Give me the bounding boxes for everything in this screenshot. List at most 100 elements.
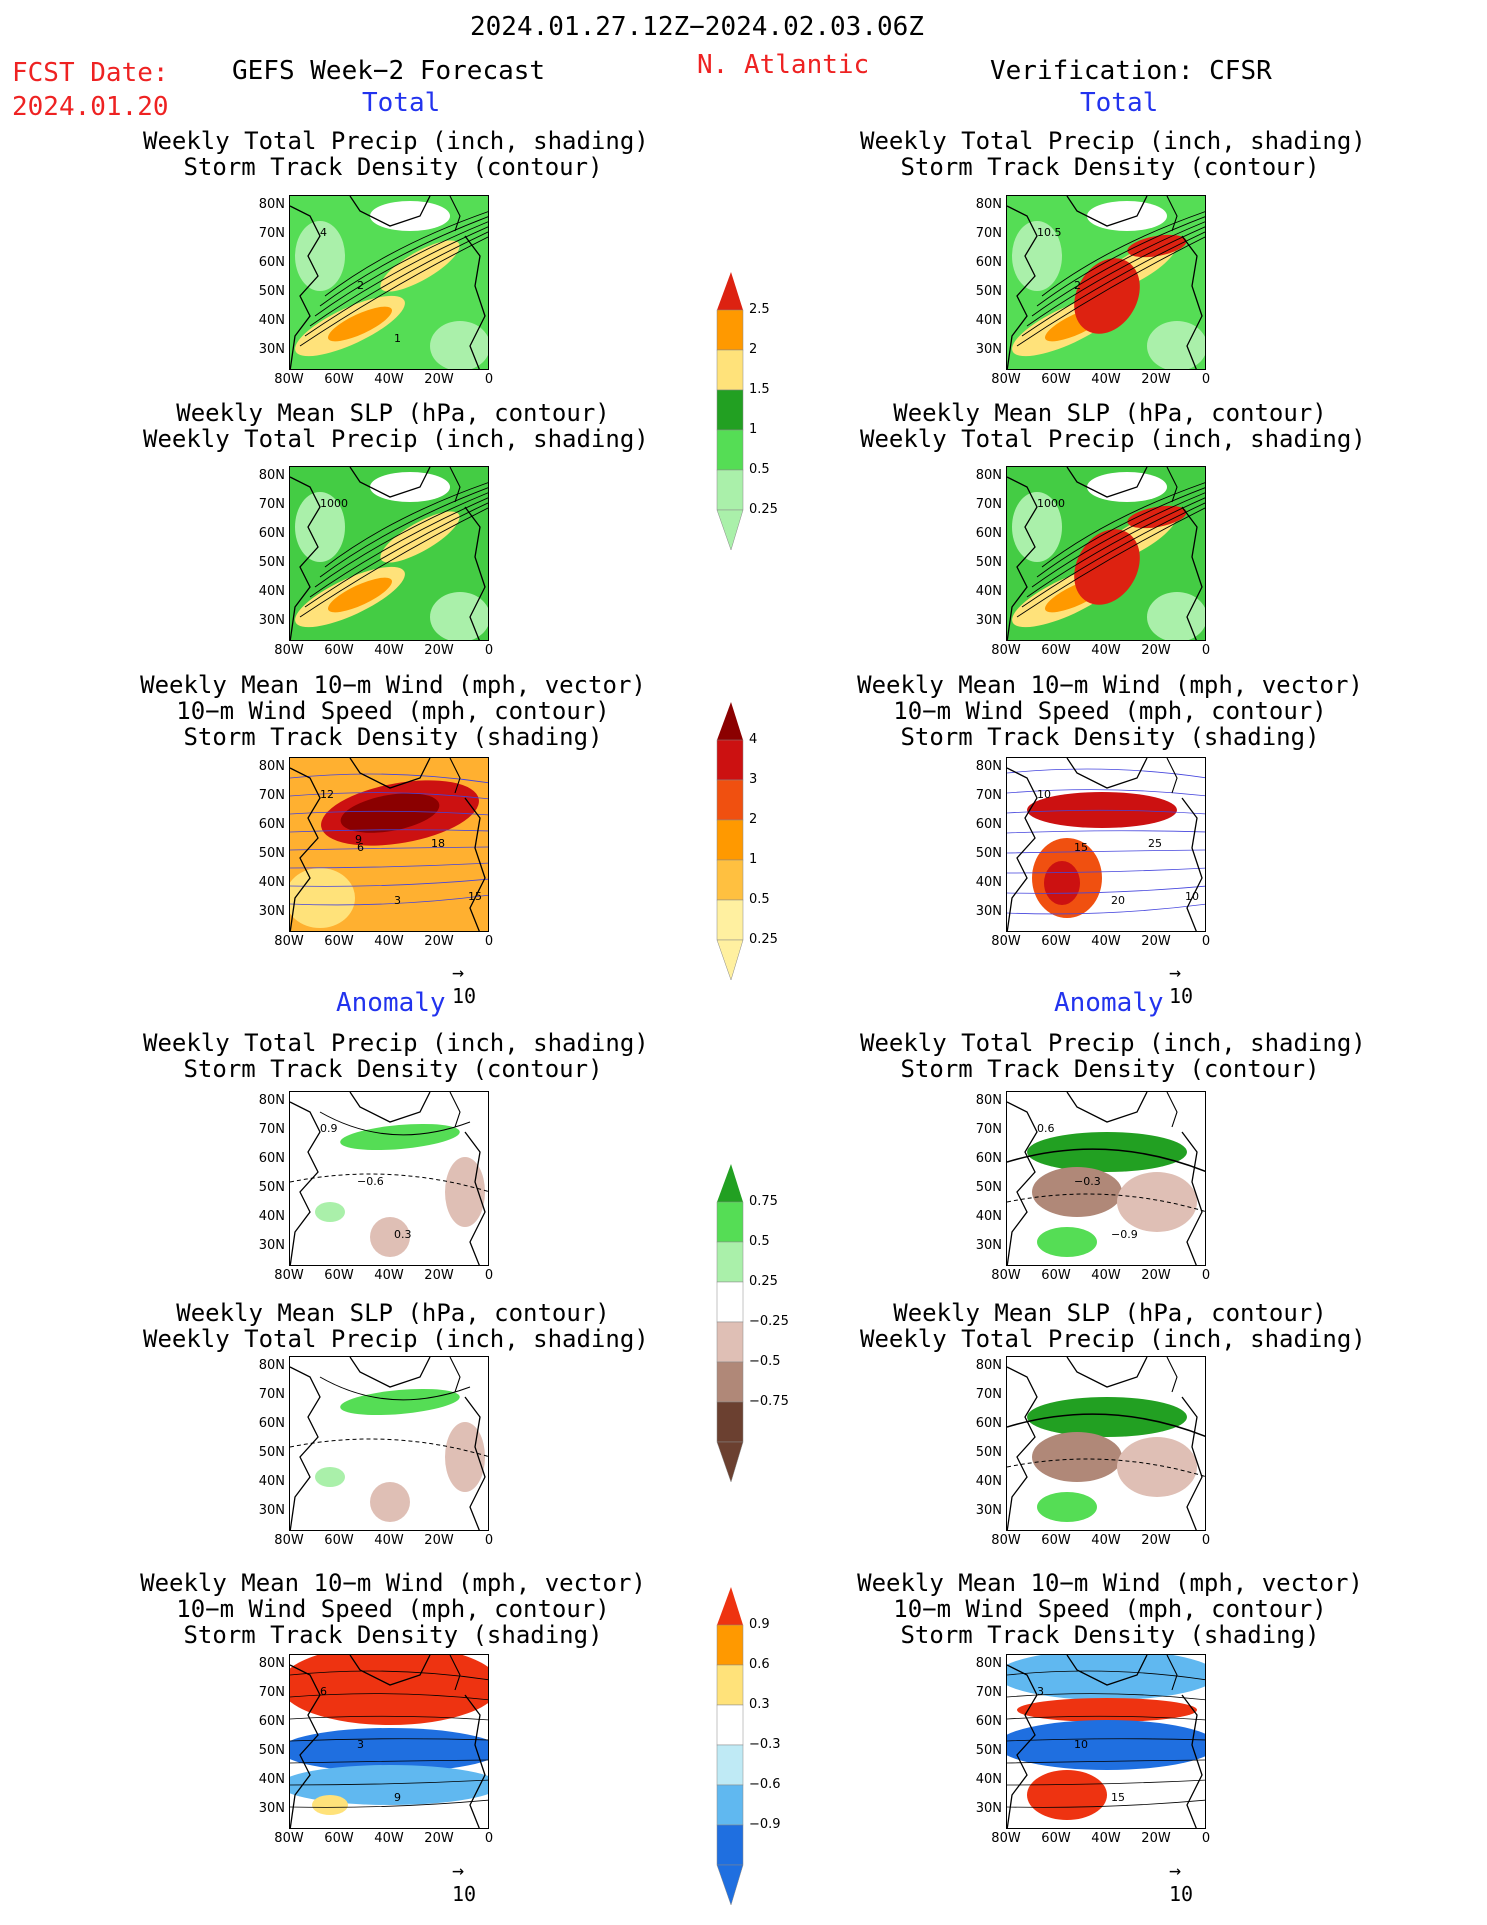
shading-area [430,592,488,640]
contour-line [290,1738,488,1742]
contour-label: 1 [394,332,401,345]
colorbar-segment [716,1241,744,1283]
colorbar-segment [716,739,744,781]
contour-line [449,196,461,232]
contour-label: 4 [320,226,327,239]
contour-line [290,878,488,887]
lat-tick-label: 40N [975,1474,1002,1489]
contour-label: 2 [1074,279,1081,292]
shading-area [340,1123,460,1151]
contour-line [1021,231,1205,337]
lat-tick-label: 80N [258,197,285,212]
lon-tick-label: 20W [1141,643,1171,658]
map-graphics: 4 2 1 [290,196,488,369]
lat-tick-label: 60N [975,1714,1002,1729]
lat-tick-label: 30N [975,1801,1002,1816]
title-fcst-anom-wind: Weekly Mean 10−m Wind (mph, vector) 10−m… [93,1570,693,1648]
contour-label: −0.3 [1074,1175,1101,1188]
lon-tick-label: 80W [274,1268,304,1283]
colorbar-segment [716,819,744,861]
map-fcst-anom-slp [289,1356,489,1531]
shading-area [370,472,450,502]
lat-tick-label: 50N [975,846,1002,861]
shading-area [1032,1167,1122,1217]
shading-area [1012,221,1062,291]
shading-area [1027,1770,1107,1820]
shading-area [1027,1397,1187,1437]
colorbar-precip-total [716,272,744,551]
colorbar-bottom-triangle [716,509,744,551]
contour-line [1007,789,1205,797]
lon-tick-label: 20W [1141,1831,1171,1846]
contour-line [290,205,321,369]
title-line: Storm Track Density (contour) [183,1055,603,1083]
lat-tick-label: 80N [258,1656,285,1671]
title-fcst-anom-precip: Weekly Total Precip (inch, shading) Stor… [143,1030,649,1083]
colorbar-label: 0.25 [749,932,778,947]
shading-area [445,1157,485,1227]
lon-tick-label: 80W [991,1533,1021,1548]
contour-line [290,1366,321,1530]
contour-line [319,1111,471,1136]
title-line: 10−m Wind Speed (mph, contour) [176,1595,610,1623]
contour-label: 9 [394,1791,401,1804]
title-obs-total-wind: Weekly Mean 10−m Wind (mph, vector) 10−m… [810,672,1410,750]
lon-tick-label: 0 [484,1268,494,1283]
title-fcst-total-precip: Weekly Total Precip (inch, shading) Stor… [143,128,649,180]
contour-line [464,1131,486,1265]
contour-line [1016,507,1205,618]
shading-area [1074,529,1140,605]
vector-ref-label: 10 [452,984,477,1008]
map-graphics: 0.9 −0.6 0.3 [290,1092,488,1265]
vector-ref-label: 10 [452,1882,477,1906]
contour-label: 10 [1185,890,1199,903]
contour-line [464,235,486,369]
contour-line [290,773,488,784]
shading-area [327,577,393,613]
lat-tick-label: 70N [975,226,1002,241]
title-line: Weekly Mean SLP (hPa, contour) [176,1299,610,1327]
shading-area [1037,1492,1097,1522]
shading-area [290,1765,488,1805]
lon-tick-label: 0 [1201,1268,1211,1283]
colorbar-label: 1 [749,422,758,437]
lon-tick-label: 80W [991,643,1021,658]
lon-tick-label: 40W [374,1831,404,1846]
colorbar-top-triangle [717,1587,743,1625]
lon-tick-label: 60W [1041,372,1071,387]
lon-tick-label: 80W [991,1831,1021,1846]
contour-label: 12 [320,788,334,801]
contour-line [1036,487,1205,578]
title-line: Weekly Mean SLP (hPa, contour) [893,399,1327,427]
contour-line [1066,1357,1148,1388]
lat-tick-label: 80N [975,1093,1002,1108]
region-label: N. Atlantic [697,50,870,80]
colorbar-label: −0.9 [749,1817,781,1832]
title-line: Weekly Total Precip (inch, shading) [143,1325,649,1353]
shading-area [1087,472,1167,502]
colorbar-segment [716,429,744,471]
title-obs-anom-slp: Weekly Mean SLP (hPa, contour) Weekly To… [860,1300,1366,1352]
colorbar-segment [716,349,744,391]
contour-line [290,1664,321,1828]
contour-line [464,1694,486,1828]
contour-line [1016,236,1205,347]
lat-tick-label: 30N [258,613,285,628]
map-graphics: 12 6 3 18 15 9 [290,758,488,931]
lon-tick-label: 40W [1091,1831,1121,1846]
shading-area [290,1655,488,1725]
lon-tick-label: 60W [1041,643,1071,658]
contour-line [290,1759,488,1764]
lon-tick-label: 40W [374,934,404,949]
title-line: Weekly Mean SLP (hPa, contour) [176,399,610,427]
colorbar-precip-anom [716,1164,744,1483]
section-anomaly-left: Anomaly [336,988,446,1018]
title-line: Storm Track Density (contour) [900,1055,1320,1083]
contour-line [1007,476,1038,640]
contour-line [1007,1738,1205,1742]
lat-tick-label: 80N [258,759,285,774]
shading-area [315,1467,345,1487]
lon-tick-label: 20W [424,643,454,658]
lat-tick-label: 70N [975,788,1002,803]
contour-line [290,1799,488,1808]
